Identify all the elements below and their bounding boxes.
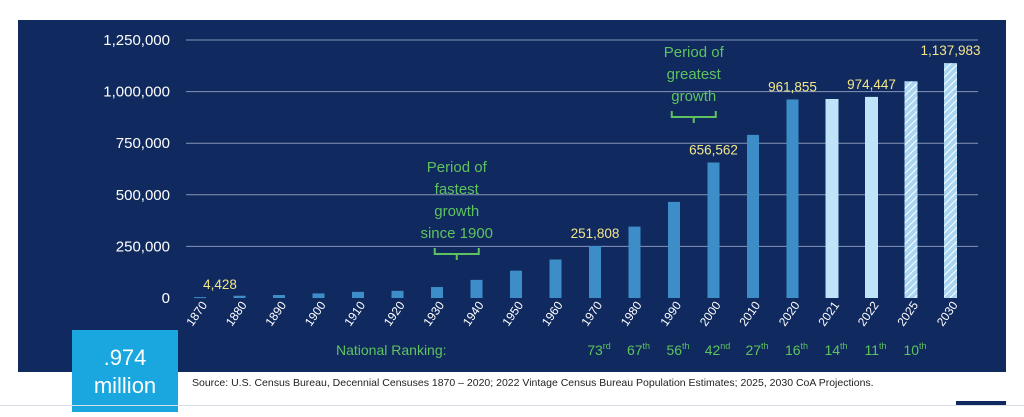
annotation-brace bbox=[433, 248, 480, 260]
data-label: 656,562 bbox=[689, 142, 738, 157]
bar-1980 bbox=[628, 226, 641, 298]
bar-2025 bbox=[904, 81, 918, 298]
bars bbox=[194, 63, 957, 299]
bar-1890 bbox=[273, 294, 285, 298]
x-tick-label: 2030 bbox=[934, 298, 961, 328]
footer-divider bbox=[0, 405, 1024, 406]
ranking-2020: 16th bbox=[785, 341, 808, 358]
y-axis-ticks: 0 250,000 500,000 750,000 1,000,000 1,250,000 bbox=[103, 32, 170, 307]
x-tick-label: 2022 bbox=[855, 298, 882, 328]
x-tick-label: 1990 bbox=[657, 298, 684, 328]
footer-accent-bar bbox=[956, 401, 1006, 405]
x-tick-label: 1960 bbox=[539, 298, 566, 328]
x-tick-label: 1940 bbox=[460, 298, 487, 328]
data-label: 1,137,983 bbox=[920, 43, 980, 58]
x-tick-label: 1890 bbox=[262, 298, 289, 328]
x-tick-label: 2025 bbox=[894, 298, 921, 328]
x-tick-label: 2021 bbox=[815, 298, 842, 328]
x-tick-label: 2020 bbox=[776, 298, 803, 328]
bar-1970 bbox=[589, 246, 601, 298]
ranking-2010: 27th bbox=[745, 341, 768, 358]
x-tick-label: 1970 bbox=[578, 298, 605, 328]
bar-2010 bbox=[747, 134, 759, 298]
data-label: 4,428 bbox=[203, 277, 237, 292]
bar-1900 bbox=[312, 293, 325, 298]
x-tick-label: 1920 bbox=[381, 298, 408, 328]
bar-2000 bbox=[707, 162, 720, 298]
y-tick-label: 250,000 bbox=[116, 238, 170, 255]
bar-1950 bbox=[510, 270, 522, 298]
annotation-line: growth bbox=[434, 203, 479, 220]
bar-2030 bbox=[944, 63, 957, 299]
bar-1940 bbox=[470, 279, 483, 298]
ranking-1980: 67th bbox=[627, 341, 650, 358]
annotation-line: greatest bbox=[667, 66, 722, 83]
national-ranking-label: National Ranking: bbox=[336, 342, 447, 358]
x-tick-label: 2010 bbox=[736, 298, 763, 328]
bar-1870 bbox=[194, 297, 206, 299]
bar-1920 bbox=[391, 290, 404, 298]
ranking-2000: 42nd bbox=[705, 341, 731, 358]
y-tick-label: 1,250,000 bbox=[103, 32, 170, 49]
x-axis-ticks: 1870 1880 1890 1900 1910 1920 1930 1940 1950 1960… bbox=[183, 298, 960, 328]
x-tick-label: 1900 bbox=[302, 298, 329, 328]
badge-value: .974 bbox=[103, 345, 147, 370]
y-tick-label: 1,000,000 bbox=[103, 84, 170, 101]
population-badge: .974 million bbox=[72, 330, 178, 412]
ranking-2025: 10th bbox=[903, 341, 926, 358]
chart-panel: 0 250,000 500,000 750,000 1,000,000 1,250,000… bbox=[18, 20, 1006, 372]
x-tick-label: 1880 bbox=[223, 298, 250, 328]
annotation-line: since 1900 bbox=[420, 225, 493, 242]
ranking-2021: 14th bbox=[824, 341, 847, 358]
bar-2020 bbox=[786, 99, 799, 298]
national-ranking: National Ranking: 73rd 67th 56th 42nd 27th 16… bbox=[336, 341, 927, 358]
bar-1910 bbox=[352, 291, 364, 298]
y-tick-label: 500,000 bbox=[116, 187, 170, 204]
ranking-2022: 11th bbox=[864, 341, 886, 358]
y-tick-label: 750,000 bbox=[116, 135, 170, 152]
annotation-brace bbox=[670, 111, 717, 123]
bar-1990 bbox=[668, 201, 680, 298]
data-label: 251,808 bbox=[571, 226, 620, 241]
ranking-1990: 56th bbox=[666, 341, 689, 358]
source-note: Source: U.S. Census Bureau, Decennial Ce… bbox=[192, 377, 874, 389]
x-tick-label: 1910 bbox=[341, 298, 368, 328]
x-tick-label: 1980 bbox=[618, 298, 645, 328]
annotation-line: Period of bbox=[427, 159, 488, 176]
annotations: Period of fastest growth since 1900 Period o… bbox=[420, 44, 725, 260]
data-label: 974,447 bbox=[847, 77, 896, 92]
x-tick-label: 1930 bbox=[420, 298, 447, 328]
bar-1930 bbox=[431, 287, 443, 298]
bar-1960 bbox=[549, 259, 562, 298]
data-labels: 4,428 251,808 656,562 961,855 974,447 1,137,9… bbox=[203, 43, 980, 292]
x-tick-label: 1870 bbox=[183, 298, 210, 328]
x-tick-label: 1950 bbox=[499, 298, 526, 328]
data-label: 961,855 bbox=[768, 79, 817, 94]
bar-2021 bbox=[825, 98, 839, 298]
annotation-line: growth bbox=[671, 88, 716, 105]
population-bar-chart: 0 250,000 500,000 750,000 1,000,000 1,250,000… bbox=[103, 32, 980, 358]
ranking-1970: 73rd bbox=[587, 341, 611, 358]
x-tick-label: 2000 bbox=[697, 298, 724, 328]
y-tick-label: 0 bbox=[162, 290, 170, 307]
badge-unit: million bbox=[93, 373, 157, 398]
bar-2022 bbox=[865, 96, 878, 298]
annotation-line: Period of bbox=[664, 44, 725, 61]
bar-1880 bbox=[233, 295, 246, 298]
annotation-line: fastest bbox=[435, 181, 480, 198]
grid-lines bbox=[186, 39, 978, 247]
